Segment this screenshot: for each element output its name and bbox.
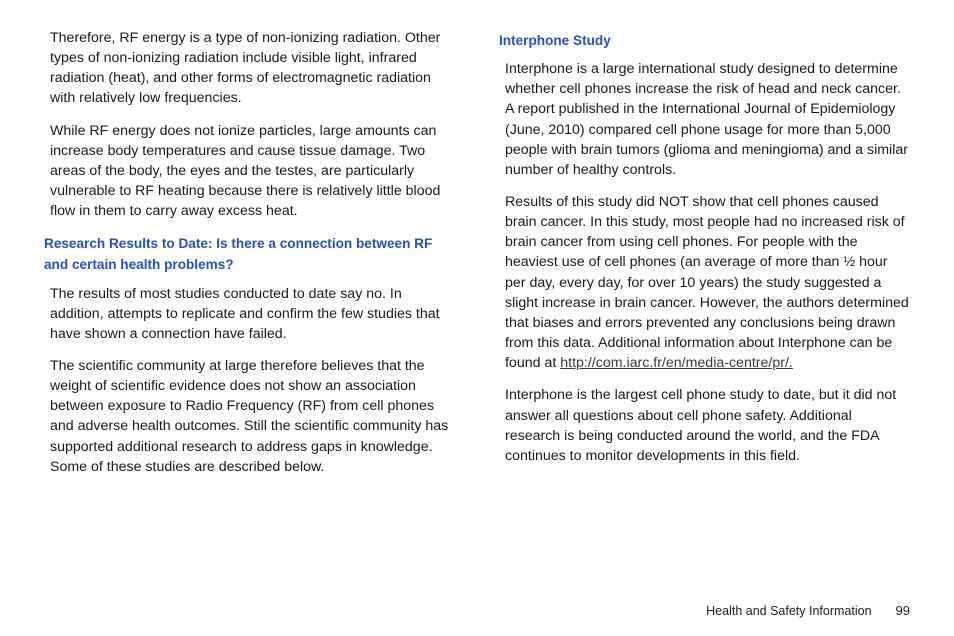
body-paragraph: Interphone is a large international stud… [499,59,910,180]
body-paragraph: The results of most studies conducted to… [44,284,455,344]
body-text-span: Results of this study did NOT show that … [505,194,909,371]
footer-section-title: Health and Safety Information [706,604,871,618]
left-column: Therefore, RF energy is a type of non-io… [44,28,455,489]
page-number: 99 [896,603,910,618]
body-paragraph: Interphone is the largest cell phone stu… [499,385,910,466]
page-footer: Health and Safety Information 99 [706,603,910,618]
section-heading-interphone-study: Interphone Study [499,30,910,51]
body-paragraph: Results of this study did NOT show that … [499,192,910,373]
body-paragraph: The scientific community at large theref… [44,356,455,477]
two-column-layout: Therefore, RF energy is a type of non-io… [44,28,910,489]
interphone-link[interactable]: http://com.iarc.fr/en/media-centre/pr/. [560,355,793,371]
right-column: Interphone Study Interphone is a large i… [499,28,910,489]
body-paragraph: Therefore, RF energy is a type of non-io… [44,28,455,109]
section-heading-research-results: Research Results to Date: Is there a con… [44,233,455,275]
body-paragraph: While RF energy does not ionize particle… [44,121,455,222]
